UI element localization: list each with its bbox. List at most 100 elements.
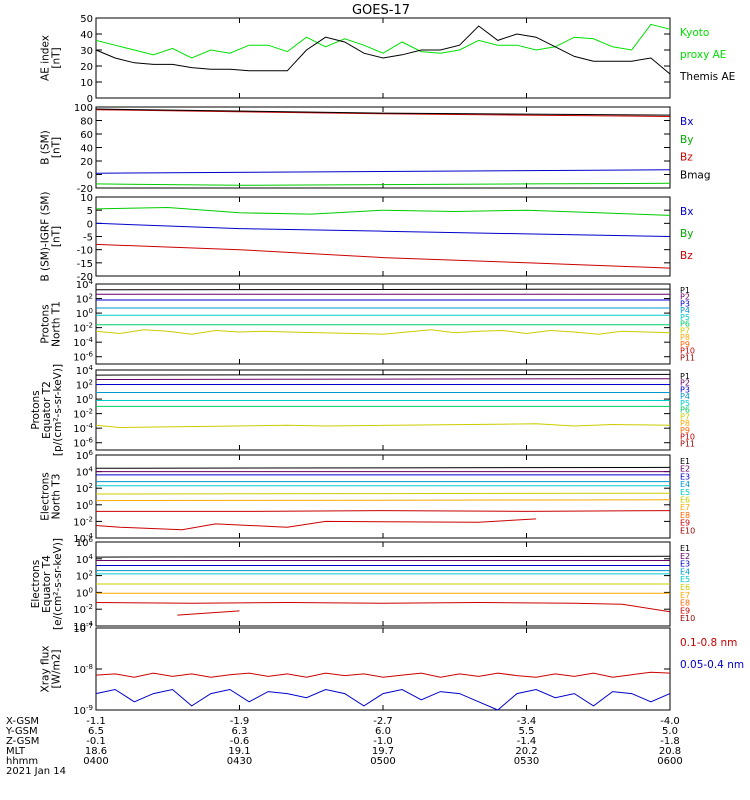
y-tick-label: 5 xyxy=(87,206,93,217)
y-tick-label: 10-6 xyxy=(73,351,93,364)
legend-entry: E2 xyxy=(680,465,690,474)
series-p2 xyxy=(95,378,671,380)
legend-entry: 0.05-0.4 nm xyxy=(680,659,744,671)
panel-8: 10-7 10-8 10-9 Xray flux [W/m2] 0.1-0.8 nm 0.0… xyxy=(40,622,745,717)
legend-entry: proxy AE xyxy=(680,49,726,61)
legend-entry: P5 xyxy=(680,399,690,408)
series-e9 xyxy=(95,518,537,531)
x-axis-row-value: -1.9 xyxy=(230,716,250,727)
x-axis-row-value: 18.6 xyxy=(85,746,107,757)
y-axis-label: [e/(cm²-s-sr-keV)] xyxy=(52,538,64,630)
x-axis-row-value: -0.1 xyxy=(86,736,106,747)
y-tick-label: 10 xyxy=(80,78,93,89)
legend-entry: E7 xyxy=(680,591,690,600)
x-axis-row-value: 6.3 xyxy=(232,726,248,737)
x-axis-row-value: 20.2 xyxy=(515,746,537,757)
legend-entry: P7 xyxy=(680,412,690,421)
legend-entry: P11 xyxy=(680,439,695,448)
x-axis-row-value: 5.5 xyxy=(519,726,535,737)
legend-entry: Bx xyxy=(680,206,693,218)
y-tick-label: -5 xyxy=(83,233,93,244)
legend-entry: P2 xyxy=(680,379,690,388)
y-tick-label: 10-4 xyxy=(73,532,93,545)
series-bz xyxy=(95,109,671,117)
y-tick-label: 104 xyxy=(76,364,94,377)
legend-entry: Themis AE xyxy=(679,71,735,83)
series-bx xyxy=(95,222,671,237)
y-axis-label: [p/(cm²-s-sr-keV)] xyxy=(52,364,64,456)
x-axis-row-value: 6.5 xyxy=(88,726,104,737)
legend-entry: E7 xyxy=(680,503,690,512)
y-axis-label: Xray flux xyxy=(40,646,52,693)
legend-entry: E1 xyxy=(680,457,690,466)
legend-entry: Kyoto xyxy=(680,27,709,39)
legend-entry: Bmag xyxy=(680,169,711,181)
y-axis-label: B (SM) xyxy=(40,130,52,164)
legend-entry: Bx xyxy=(680,116,693,128)
y-tick-label: -10 xyxy=(77,246,93,257)
series-0-1-0-8-nm xyxy=(95,671,671,678)
y-tick-label: 10-2 xyxy=(73,515,93,528)
series-bmag xyxy=(95,108,671,116)
y-tick-label: 106 xyxy=(76,536,94,549)
x-axis-row-value: -1.4 xyxy=(517,736,537,747)
legend-entry: P1 xyxy=(680,372,690,381)
legend-entry: P8 xyxy=(680,419,690,428)
chart-title: GOES-17 xyxy=(352,3,410,18)
legend-entry: P3 xyxy=(680,385,690,394)
y-tick-label: 40 xyxy=(80,144,93,155)
y-tick-label: 80 xyxy=(80,117,93,128)
legend-entry: E6 xyxy=(680,583,690,592)
y-axis-label: Protons xyxy=(30,390,42,429)
y-tick-label: 10-2 xyxy=(73,408,93,421)
x-axis-row-value: 19.7 xyxy=(372,746,394,757)
legend-entry: P7 xyxy=(680,326,690,335)
series-e8 xyxy=(96,510,671,512)
series-p7 xyxy=(95,329,671,335)
legend-entry: E9 xyxy=(680,519,690,528)
x-axis-row-value: 0500 xyxy=(370,756,395,767)
x-axis-row-label: MLT xyxy=(6,746,26,757)
legend-entry: By xyxy=(680,228,693,240)
series-by xyxy=(95,206,671,216)
legend-entry: P6 xyxy=(680,320,690,329)
y-axis-label: [nT] xyxy=(51,47,63,68)
legend-entry: E3 xyxy=(680,560,690,569)
series-p1 xyxy=(95,288,671,291)
y-tick-label: 10-2 xyxy=(73,603,93,616)
x-axis-row-value: -0.6 xyxy=(230,736,250,747)
series-e8 xyxy=(95,601,671,613)
legend-entry: P6 xyxy=(680,406,690,415)
y-axis-label: Protons xyxy=(40,304,52,343)
y-tick-label: 102 xyxy=(76,482,93,495)
y-tick-label: 102 xyxy=(76,570,93,583)
y-tick-label: 100 xyxy=(76,393,93,406)
y-tick-label: 10-7 xyxy=(73,622,93,635)
legend-entry: P10 xyxy=(680,347,695,356)
legend-entry: P4 xyxy=(680,392,690,401)
x-axis-row-value: 5.0 xyxy=(662,726,678,737)
y-axis-label: Electrons xyxy=(30,560,42,609)
legend-entry: P10 xyxy=(680,433,695,442)
x-axis-row-value: 0600 xyxy=(657,756,682,767)
series-0-05-0-4-nm xyxy=(95,688,671,711)
series-by xyxy=(95,182,671,186)
y-tick-label: 0 xyxy=(87,219,93,230)
x-axis-layer: X-GSM -1.1 -1.9 -2.7 -3.4 -4.0 Y-GSM 6.5 6.3 6.0 5… xyxy=(5,716,683,777)
y-tick-label: 102 xyxy=(76,293,93,306)
series-e7 xyxy=(95,499,671,502)
x-axis-row-label: hhmm xyxy=(6,756,38,767)
y-axis-label: [W/m2] xyxy=(51,649,63,688)
x-axis-row-value: -1.8 xyxy=(660,736,680,747)
y-axis-label: Equator T4 xyxy=(41,555,53,613)
legend-entry: By xyxy=(680,134,693,146)
y-axis-label: AE index xyxy=(40,35,52,81)
legend-entry: E2 xyxy=(680,552,690,561)
series-e1 xyxy=(95,555,671,558)
x-axis-row-value: 0400 xyxy=(83,756,108,767)
legend-entry: P5 xyxy=(680,313,690,322)
legend-entry: E9 xyxy=(680,606,690,615)
y-tick-label: 10-9 xyxy=(73,704,93,717)
